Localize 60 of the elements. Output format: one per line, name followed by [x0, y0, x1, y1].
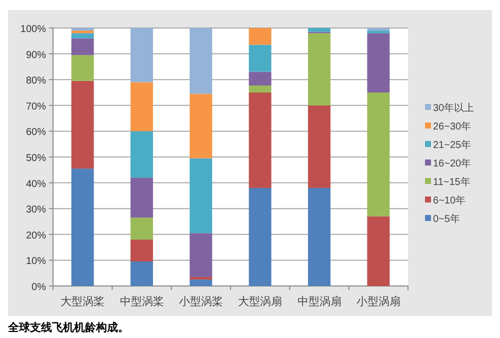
bar [367, 28, 390, 31]
bar [248, 28, 272, 45]
y-tick-label: 40% [26, 178, 46, 190]
bar [130, 218, 153, 240]
legend-label: 21~25年 [433, 139, 472, 151]
bar [248, 72, 272, 86]
x-tick-label: 大型涡扇 [238, 295, 282, 308]
x-tick-label: 小型涡桨 [178, 295, 223, 308]
y-tick-label: 60% [26, 127, 46, 138]
legend-label: 6~10年 [433, 194, 466, 206]
x-tick-label: 中型涡桨 [120, 295, 164, 308]
y-tick-label: 10% [26, 256, 46, 268]
bar [308, 188, 330, 286]
y-tick-label: 0% [32, 282, 46, 293]
bar [130, 178, 153, 218]
bar [248, 86, 272, 92]
y-tick-label: 50% [26, 153, 46, 164]
bar [130, 82, 153, 132]
y-tick-label: 20% [26, 230, 46, 242]
legend-label: 0~5年 [433, 213, 460, 225]
x-tick-label: 大型涡桨 [60, 295, 105, 308]
bar [367, 33, 390, 92]
bar [248, 92, 272, 188]
bar [367, 30, 390, 34]
bar [248, 188, 272, 286]
bar [308, 33, 330, 106]
x-tick-label: 小型涡扇 [356, 295, 400, 308]
bar [367, 92, 390, 216]
bar [130, 261, 153, 286]
legend-label: 26~30年 [433, 120, 472, 132]
bar [130, 28, 153, 82]
bar [71, 168, 94, 286]
bar [71, 28, 94, 31]
y-tick-label: 80% [26, 76, 46, 87]
bar [190, 276, 212, 280]
bar [308, 28, 330, 32]
bar [308, 105, 330, 188]
legend-label: 11~15年 [433, 176, 470, 188]
bar [71, 30, 94, 34]
bar [130, 240, 153, 262]
bar [367, 216, 390, 286]
y-tick-label: 90% [26, 50, 46, 61]
text: 全球支线飞机机龄构成。 [7, 321, 129, 334]
bar [248, 44, 272, 72]
bar [190, 158, 212, 234]
bar [71, 80, 94, 169]
legend-label: 16~20年 [433, 158, 472, 170]
bar [71, 55, 94, 81]
bar [71, 38, 94, 56]
bar [130, 131, 153, 178]
y-tick-label: 100% [20, 24, 46, 35]
y-tick-label: 70% [26, 101, 46, 112]
bar [71, 33, 94, 38]
bar [190, 233, 212, 277]
x-tick-label: 中型涡扇 [297, 295, 342, 308]
bar [190, 94, 212, 158]
legend-label: 30年以上 [433, 102, 474, 114]
y-tick-label: 30% [26, 204, 46, 216]
bar [190, 28, 212, 94]
bar [190, 280, 212, 286]
